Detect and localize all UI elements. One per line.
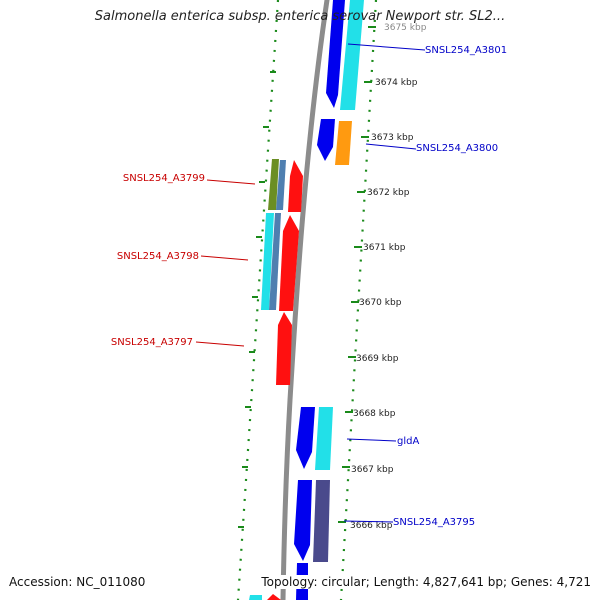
genome-backbone — [280, 0, 330, 600]
accession-text: Accession: NC_011080 — [8, 575, 147, 589]
reverse-strand-genes — [249, 159, 303, 600]
gene-cyan-top — [340, 0, 364, 110]
gene-red-3798 — [279, 215, 299, 311]
gene-label-reverse: SNSL254_A3799 — [123, 173, 205, 184]
scale-ticks — [338, 26, 376, 523]
gene-blue-3800 — [317, 119, 335, 161]
scale-label: 3671 kbp — [363, 243, 406, 253]
scale-label: 3673 kbp — [371, 133, 414, 143]
topology-summary: Topology: circular; Length: 4,827,641 bp… — [260, 575, 592, 589]
gene-labels: SNSL254_A3801 SNSL254_A3800 SNSL254_A379… — [111, 45, 507, 528]
scale-labels: 3675 kbp 3674 kbp 3673 kbp 3672 kbp 3671… — [350, 23, 427, 531]
gene-label-reverse: SNSL254_A3798 — [117, 251, 199, 262]
scale-label: 3666 kbp — [350, 521, 393, 531]
gene-steel-3798 — [269, 213, 281, 310]
scale-label: 3675 kbp — [384, 23, 427, 33]
map-title: Salmonella enterica subsp. enterica sero… — [94, 9, 506, 24]
gene-orange-3800 — [335, 121, 352, 165]
gene-blue-top — [326, 0, 345, 108]
scale-label: 3670 kbp — [359, 298, 402, 308]
outer-ring-boundary — [339, 0, 378, 600]
gene-red-bottom — [267, 594, 281, 600]
inner-ring-boundary — [236, 0, 280, 600]
scale-label: 3674 kbp — [375, 78, 418, 88]
gene-cyan-gldA — [315, 407, 333, 470]
gene-slate-3795 — [313, 480, 330, 562]
gene-red-3799 — [288, 160, 303, 212]
inner-ticks — [238, 71, 276, 528]
gene-cyan-bottom — [249, 595, 262, 600]
gene-olive-3799 — [268, 159, 279, 210]
label-leaders — [195, 43, 426, 523]
gene-label-forward: gldA — [397, 436, 419, 447]
scale-label: 3669 kbp — [356, 354, 399, 364]
gene-label-forward: SNSL254_A3800 — [416, 143, 498, 154]
gene-blue-gldA — [296, 407, 315, 469]
gene-red-3797 — [276, 312, 292, 385]
scale-label: 3672 kbp — [367, 188, 410, 198]
gene-label-forward: SNSL254_A3801 — [425, 45, 507, 56]
gene-blue-3795 — [294, 480, 312, 561]
gene-label-reverse: SNSL254_A3797 — [111, 337, 193, 348]
forward-strand-genes — [294, 0, 364, 600]
gene-label-forward: SNSL254_A3795 — [393, 517, 475, 528]
scale-label: 3668 kbp — [353, 409, 396, 419]
gene-steel-3799 — [276, 160, 286, 210]
gene-cyan-3798-a — [261, 213, 274, 310]
scale-label: 3667 kbp — [351, 465, 394, 475]
